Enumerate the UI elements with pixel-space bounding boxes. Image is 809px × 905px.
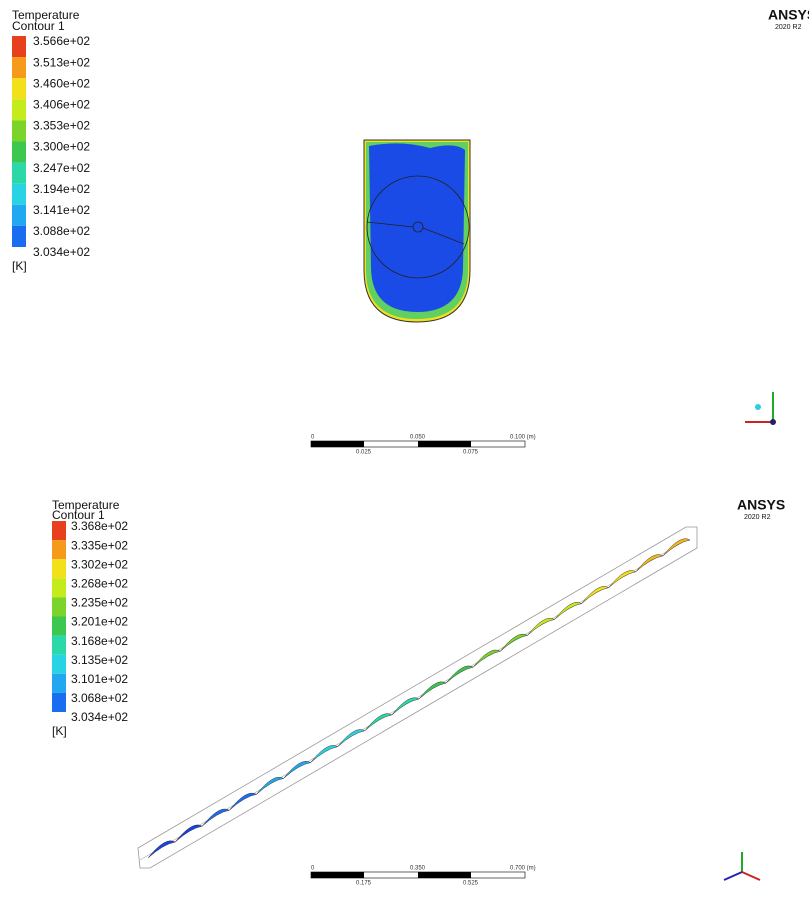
panel: Temperature Contour 1 [K] ANSYS 2020 R2 …	[52, 497, 785, 887]
scale-bar-segment	[311, 441, 364, 447]
legend-swatch	[52, 654, 66, 674]
flight	[445, 665, 474, 684]
legend-swatch	[52, 578, 66, 598]
legend-label: 3.566e+02	[33, 34, 90, 48]
legend-swatch	[52, 559, 66, 579]
legend-swatch	[52, 692, 66, 712]
legend-label: 3.353e+02	[33, 119, 90, 133]
legend-label: 3.235e+02	[71, 596, 128, 610]
scale-label: 0.050	[410, 435, 426, 441]
flight	[418, 681, 447, 700]
legend-title: Temperature	[12, 8, 80, 22]
panel: Temperature Contour 1 [K] ANSYS 2020 R2 …	[12, 7, 809, 456]
legend-label: 3.101e+02	[71, 672, 128, 686]
flight	[364, 713, 393, 731]
legend-swatch	[12, 225, 26, 247]
legend-swatch	[52, 521, 66, 541]
flight	[310, 745, 339, 763]
legend-label: 3.068e+02	[71, 691, 128, 705]
legend-swatch	[52, 616, 66, 636]
legend-swatch	[52, 635, 66, 655]
logo: ANSYS	[768, 7, 809, 23]
logo-version: 2020 R2	[744, 514, 771, 521]
legend-swatch	[52, 673, 66, 693]
legend-swatch	[12, 162, 26, 184]
screw-outline	[366, 175, 470, 279]
legend-swatch	[12, 120, 26, 142]
legend-swatch	[52, 540, 66, 560]
legend-title: Contour 1	[12, 19, 65, 33]
view-marker	[755, 404, 761, 410]
legend-swatch	[12, 78, 26, 100]
flight	[635, 554, 664, 572]
logo: ANSYS	[737, 497, 785, 513]
legend-label: 3.034e+02	[33, 245, 90, 259]
legend-unit: [K]	[52, 724, 67, 738]
flight	[527, 617, 556, 636]
legend-label: 3.088e+02	[33, 224, 90, 238]
axis-z	[723, 871, 743, 881]
flight	[608, 570, 637, 588]
scale-label: 0.075	[463, 450, 479, 456]
logo-version: 2020 R2	[775, 24, 802, 31]
legend-label: 3.300e+02	[33, 140, 90, 154]
legend-label: 3.201e+02	[71, 615, 128, 629]
domain-fluid	[369, 143, 465, 312]
flight	[581, 586, 610, 604]
scale-label: 0	[311, 866, 315, 872]
legend-title: Temperature	[52, 498, 120, 512]
legend-swatch	[12, 57, 26, 79]
legend-label: 3.168e+02	[71, 634, 128, 648]
scale-bar-segment	[418, 872, 471, 878]
axis-x	[741, 871, 761, 881]
legend-label: 3.268e+02	[71, 576, 128, 590]
legend-label: 3.460e+02	[33, 76, 90, 90]
legend-swatch	[12, 183, 26, 205]
legend-swatch	[52, 597, 66, 617]
legend-label: 3.513e+02	[33, 55, 90, 69]
blade	[366, 221, 414, 228]
legend-swatch	[12, 204, 26, 226]
legend-label: 3.302e+02	[71, 557, 128, 571]
flight	[662, 538, 691, 557]
legend-label: 3.141e+02	[33, 203, 90, 217]
screw-conveyor	[137, 526, 698, 869]
legend-swatch	[12, 99, 26, 121]
flight	[500, 633, 529, 652]
legend-label: 3.034e+02	[71, 710, 128, 724]
legend-label: 3.368e+02	[71, 519, 128, 533]
legend-label: 3.247e+02	[33, 161, 90, 175]
scale-label: 0.100 (m)	[510, 435, 536, 441]
scale-label: 0.700 (m)	[510, 866, 536, 872]
legend-swatch	[12, 141, 26, 163]
scale-label: 0.175	[356, 881, 372, 887]
axis-z	[770, 419, 776, 425]
scale-label: 0.025	[356, 450, 372, 456]
flight	[283, 761, 312, 779]
scale-label: 0.350	[410, 866, 426, 872]
legend-title: Contour 1	[52, 508, 105, 522]
legend-label: 3.335e+02	[71, 538, 128, 552]
flight	[473, 649, 501, 668]
scale-label: 0	[311, 435, 315, 441]
scale-bar-segment	[311, 872, 364, 878]
flight	[391, 697, 420, 716]
flight	[337, 729, 366, 747]
legend-label: 3.194e+02	[33, 182, 90, 196]
flight	[554, 602, 583, 620]
legend-label: 3.135e+02	[71, 653, 128, 667]
legend-swatch	[12, 36, 26, 58]
scale-bar-segment	[418, 441, 471, 447]
legend-label: 3.406e+02	[33, 97, 90, 111]
blade	[422, 227, 465, 245]
legend-unit: [K]	[12, 259, 27, 273]
scale-label: 0.525	[463, 881, 479, 887]
